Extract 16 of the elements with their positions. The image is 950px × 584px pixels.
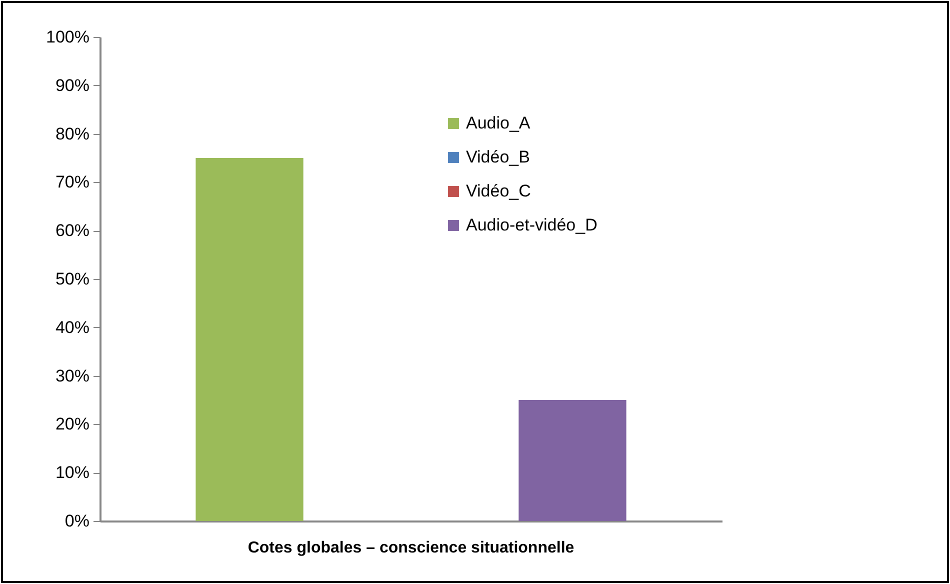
y-tick-label: 100%: [46, 28, 90, 46]
legend-label: Vidéo_B: [466, 148, 530, 166]
legend-label: Audio_A: [466, 114, 531, 132]
y-tick-label: 40%: [55, 318, 90, 337]
y-tick-label: 90%: [55, 76, 90, 95]
legend-label: Vidéo_C: [466, 182, 531, 200]
x-tick-label: Cotes globales – conscience situationnelle: [248, 540, 574, 556]
y-tick-label: 10%: [55, 463, 90, 482]
y-tick-label: 0%: [64, 512, 90, 530]
y-tick-label: 80%: [55, 124, 90, 144]
y-tick-label: 50%: [55, 270, 90, 288]
y-tick-label: 60%: [55, 221, 90, 240]
y-tick-label: 30%: [55, 366, 90, 386]
y-tick-label: 70%: [55, 172, 90, 192]
legend-label: Audio-et-vidéo_D: [466, 216, 598, 234]
y-tick-label: 20%: [55, 414, 90, 434]
